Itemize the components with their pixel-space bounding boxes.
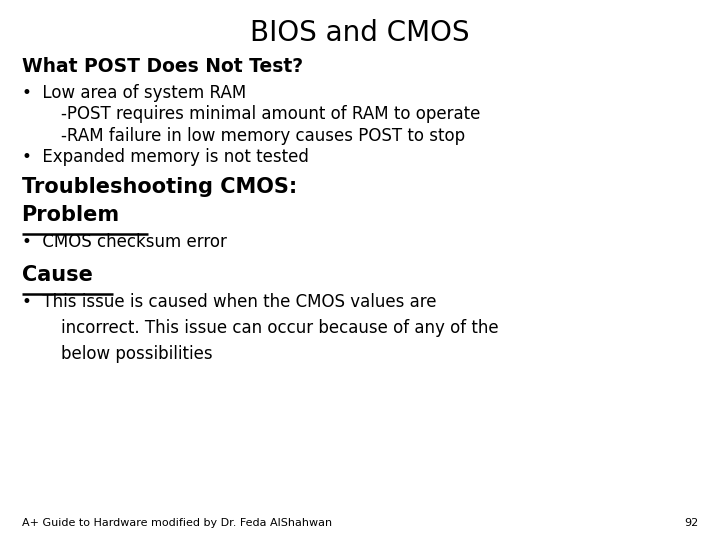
Text: 92: 92 [684, 518, 698, 528]
Text: •  This issue is caused when the CMOS values are: • This issue is caused when the CMOS val… [22, 293, 436, 310]
Text: incorrect. This issue can occur because of any of the: incorrect. This issue can occur because … [61, 319, 499, 336]
Text: BIOS and CMOS: BIOS and CMOS [251, 19, 469, 47]
Text: -POST requires minimal amount of RAM to operate: -POST requires minimal amount of RAM to … [61, 105, 480, 123]
Text: •  CMOS checksum error: • CMOS checksum error [22, 233, 227, 251]
Text: A+ Guide to Hardware modified by Dr. Feda AlShahwan: A+ Guide to Hardware modified by Dr. Fed… [22, 518, 332, 528]
Text: below possibilities: below possibilities [61, 345, 213, 362]
Text: -RAM failure in low memory causes POST to stop: -RAM failure in low memory causes POST t… [61, 127, 465, 145]
Text: Cause: Cause [22, 265, 92, 285]
Text: •  Low area of system RAM: • Low area of system RAM [22, 84, 246, 102]
Text: What POST Does Not Test?: What POST Does Not Test? [22, 57, 302, 76]
Text: Troubleshooting CMOS:: Troubleshooting CMOS: [22, 177, 297, 197]
Text: Problem: Problem [22, 205, 120, 225]
Text: •  Expanded memory is not tested: • Expanded memory is not tested [22, 148, 308, 166]
